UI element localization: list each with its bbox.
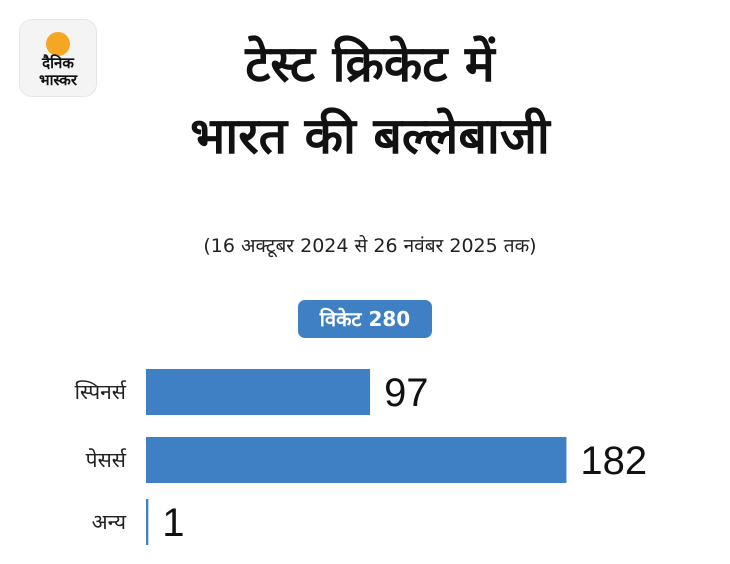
data-label: 182 — [580, 439, 647, 483]
brand-logo: दैनिक भास्कर — [20, 20, 96, 96]
wickets-total-badge: विकेट 280 — [298, 300, 432, 338]
brand-name-line1: दैनिक — [42, 54, 74, 72]
data-label: 97 — [384, 371, 429, 415]
bar — [146, 499, 149, 545]
title-line-1: टेस्ट क्रिकेट में — [245, 35, 495, 93]
bar — [146, 437, 567, 483]
bar — [146, 369, 371, 415]
sun-icon — [46, 32, 70, 56]
data-label: 1 — [162, 501, 184, 545]
brand-name-line2: भास्कर — [39, 71, 77, 89]
category-label: अन्य — [92, 510, 127, 534]
category-label: स्पिनर्स — [75, 380, 127, 404]
category-label: पेसर्स — [86, 448, 127, 472]
date-range-subtitle: (16 अक्टूबर 2024 से 26 नवंबर 2025 तक) — [203, 235, 537, 257]
page-title: टेस्ट क्रिकेट में भारत की बल्लेबाजी — [90, 28, 650, 172]
title-line-2: भारत की बल्लेबाजी — [190, 107, 550, 165]
